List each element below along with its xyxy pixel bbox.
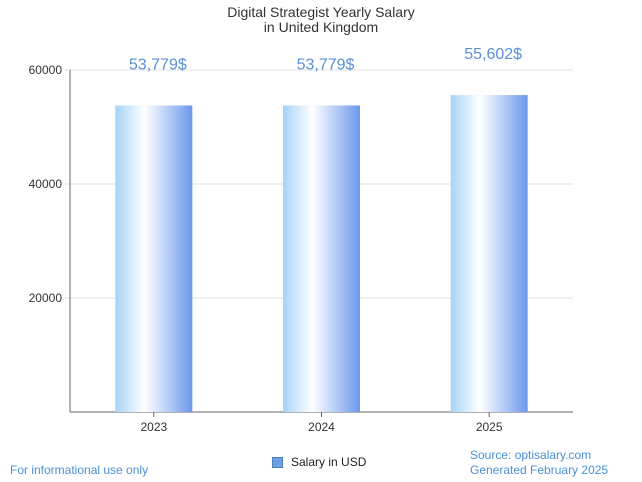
chart-title-line-2: in United Kingdom bbox=[263, 19, 379, 35]
x-tick-label: 2024 bbox=[308, 420, 335, 434]
bar bbox=[283, 105, 360, 412]
chart-title-line-1: Digital Strategist Yearly Salary bbox=[227, 4, 415, 20]
data-label: 53,779$ bbox=[129, 56, 187, 73]
chart-legend: Salary in USD bbox=[272, 455, 366, 469]
bar bbox=[450, 95, 528, 412]
y-tick-label: 60000 bbox=[29, 63, 63, 77]
x-tick-label: 2023 bbox=[140, 420, 167, 434]
y-tick-label: 20000 bbox=[29, 291, 63, 305]
x-tick-label: 2025 bbox=[476, 420, 503, 434]
bar bbox=[115, 105, 193, 412]
legend-swatch bbox=[272, 456, 283, 468]
y-tick-label: 40000 bbox=[29, 177, 63, 191]
generated-date-text: Generated February 2025 bbox=[470, 463, 609, 477]
source-text: Source: optisalary.com bbox=[470, 448, 592, 462]
legend-label: Salary in USD bbox=[291, 455, 367, 469]
data-label: 53,779$ bbox=[297, 56, 355, 73]
data-label: 55,602$ bbox=[464, 46, 522, 63]
disclaimer-text: For informational use only bbox=[10, 463, 149, 477]
